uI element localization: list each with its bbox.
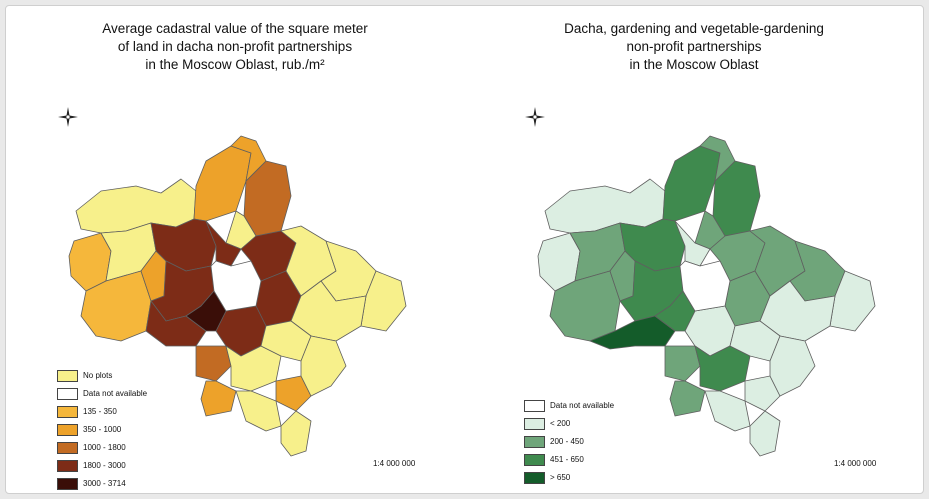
region-northwest [544,178,666,234]
left-map-title: Average cadastral value of the square me… [6,20,464,74]
left-title-line: in the Moscow Oblast, rub./m² [145,57,325,72]
legend-label: 3000 - 3714 [83,479,126,488]
left-title-line: of land in dacha non-profit partnerships [117,39,353,54]
legend-label: < 200 [550,419,571,428]
legend-swatch [524,454,545,466]
legend-label: 350 - 1000 [83,425,122,434]
right-title-line: Dacha, gardening and vegetable-gardening [564,21,824,36]
legend-swatch [57,460,78,472]
legend-label: 1000 - 1800 [83,443,126,452]
region-south-4 [769,335,816,397]
region-south-3 [744,375,781,412]
legend-swatch [57,424,78,436]
legend-swatch [524,400,545,412]
region-south-5 [235,390,282,432]
region-north-3 [699,135,736,182]
legend-label: > 650 [550,473,571,482]
region-south-tip [280,410,312,457]
region-south-sw [669,380,706,417]
region-south-4 [300,335,347,397]
legend-swatch [57,478,78,490]
region-south-5 [704,390,751,432]
left-choropleth-map [68,135,407,457]
legend-swatch [57,370,78,382]
right-map-panel: Dacha, gardening and vegetable-gardening… [465,6,923,493]
legend-swatch [57,406,78,418]
legend-label: 1800 - 3000 [83,461,126,470]
region-north-1 [193,145,252,222]
legend-label: Data not available [83,389,148,398]
legend-swatch [57,388,78,400]
legend-swatch [524,418,545,430]
region-south-1 [694,345,751,392]
figure-frame: Average cadastral value of the square me… [5,5,924,494]
legend-label: 200 - 450 [550,437,584,446]
region-inner-nw [619,218,686,272]
legend-label: No plots [83,371,113,380]
region-south-1 [225,345,282,392]
compass-rose-icon [525,107,545,127]
right-scale-label: 1:4 000 000 [834,459,877,468]
legend-swatch [524,436,545,448]
right-title-line: non-profit partnerships [626,39,762,54]
moscow-city [679,260,731,312]
legend-label: Data not available [550,401,615,410]
left-title-line: Average cadastral value of the square me… [102,21,368,36]
region-south-w [664,345,701,382]
right-title-line: in the Moscow Oblast [629,57,759,72]
legend-swatch [57,442,78,454]
right-map-title: Dacha, gardening and vegetable-gardening… [465,20,923,74]
region-inner-nw [150,218,217,272]
region-northwest [75,178,197,234]
right-choropleth-map [537,135,876,457]
legend-label: 135 - 350 [83,407,117,416]
left-scale-label: 1:4 000 000 [373,459,416,468]
legend-label: 451 - 650 [550,455,584,464]
right-oblast-regions [537,135,876,457]
compass-rose-icon [58,107,78,127]
left-map-panel: Average cadastral value of the square me… [6,6,464,493]
region-south-sw [200,380,237,417]
left-oblast-regions [68,135,407,457]
region-north-1 [662,145,721,222]
region-south-3 [275,375,312,412]
region-north-3 [230,135,267,182]
legend-swatch [524,472,545,484]
moscow-city [210,260,262,312]
region-south-tip [749,410,781,457]
region-south-w [195,345,232,382]
